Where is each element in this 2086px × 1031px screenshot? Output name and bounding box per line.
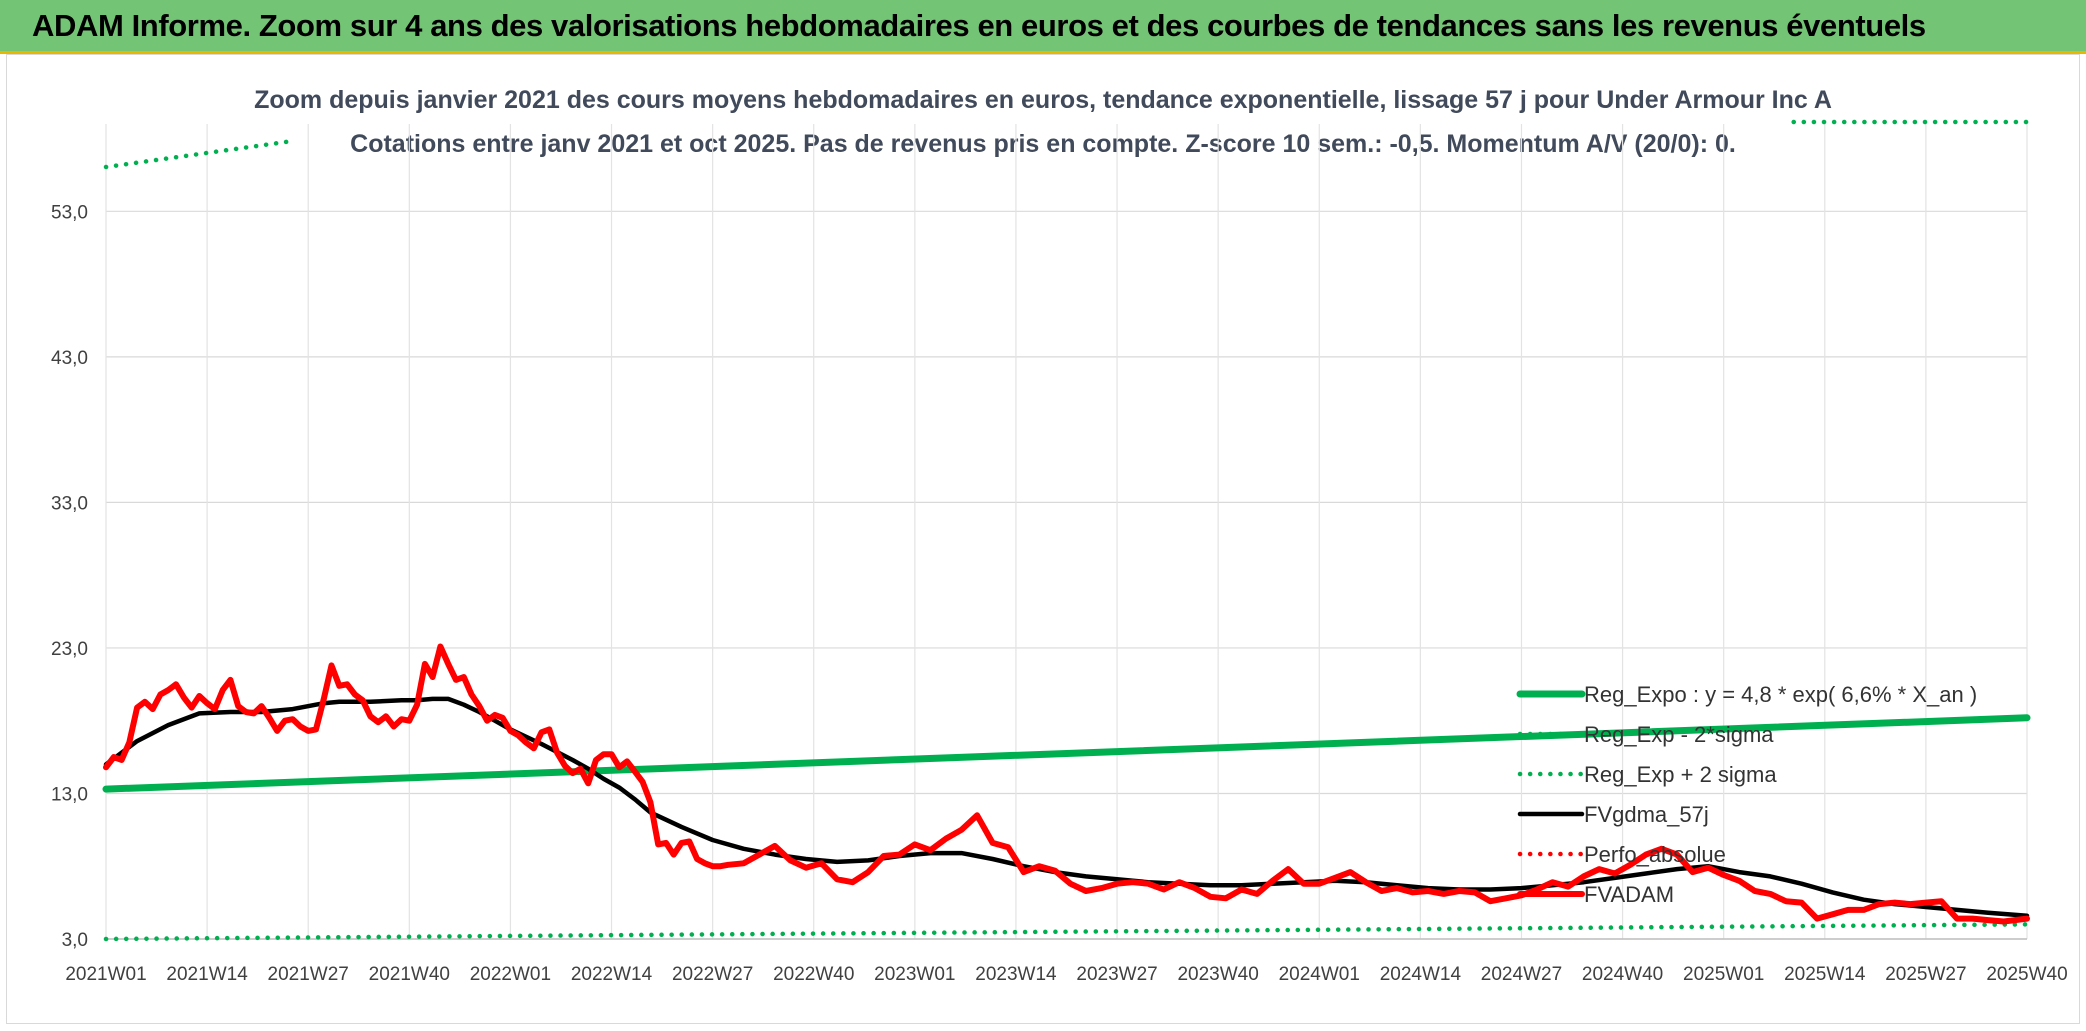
x-tick-label: 2024W01 [1279,964,1360,985]
x-tick-label: 2025W27 [1885,964,1966,985]
x-tick-label: 2022W01 [470,964,551,985]
legend-entry: FVADAM [1584,882,1674,907]
x-tick-label: 2022W40 [773,964,854,985]
x-tick-label: 2024W40 [1582,964,1663,985]
x-tick-label: 2021W40 [369,964,450,985]
x-tick-label: 2021W14 [166,964,248,985]
y-tick-label: 23,0 [51,639,88,660]
x-tick-label: 2023W01 [874,964,955,985]
chart-subtitle: Cotations entre janv 2021 et oct 2025. P… [350,130,1736,158]
legend-entry: Perfo_absolue [1584,842,1726,867]
report-banner: ADAM Informe. Zoom sur 4 ans des valoris… [0,0,2086,54]
series-line-3 [103,696,2030,918]
x-tick-label: 2021W01 [65,964,146,985]
y-tick-label: 43,0 [51,348,88,369]
x-tick-label: 2023W14 [975,964,1057,985]
y-tick-label: 3,0 [62,930,88,951]
y-tick-label: 53,0 [51,202,88,223]
chart-legend: Reg_Expo : y = 4,8 * exp( 6,6% * X_an ) R… [1516,682,1977,907]
chart-grid [105,124,2028,940]
x-tick-label: 2023W40 [1177,964,1258,985]
chart-title: Zoom depuis janvier 2021 des cours moyen… [254,86,1832,114]
series-line-0 [102,714,2031,793]
x-tick-label: 2025W14 [1784,964,1866,985]
legend-entry: Reg_Expo : y = 4,8 * exp( 6,6% * X_an ) [1584,682,1977,707]
chart-frame [6,54,2080,1024]
x-tick-label: 2022W14 [571,964,653,985]
legend-entry: FVgdma_57j [1584,802,1709,827]
y-tick-label: 33,0 [51,493,88,514]
report-title: ADAM Informe. Zoom sur 4 ans des valoris… [32,8,1926,43]
legend-entry: Reg_Exp - 2*sigma [1584,722,1774,747]
x-tick-label: 2021W27 [268,964,349,985]
x-tick-label: 2025W01 [1683,964,1764,985]
x-tick-label: 2024W27 [1481,964,1562,985]
chart-series [102,119,2031,942]
x-tick-label: 2025W40 [1986,964,2067,985]
x-tick-label: 2023W27 [1076,964,1157,985]
x-tick-label: 2024W14 [1380,964,1462,985]
series-line-5 [103,643,2030,925]
x-axis-ticks: 2021W01 2021W14 2021W27 2021W40 2022W01 2022W… [65,964,2067,985]
x-tick-label: 2022W27 [672,964,753,985]
y-axis-ticks: 3,0 13,0 23,0 33,0 43,0 53,0 [51,202,88,951]
legend-entry: Reg_Exp + 2 sigma [1584,762,1777,787]
y-tick-label: 13,0 [51,784,88,805]
series-line-upper-band [103,138,295,170]
series-line-1 [103,922,2030,942]
